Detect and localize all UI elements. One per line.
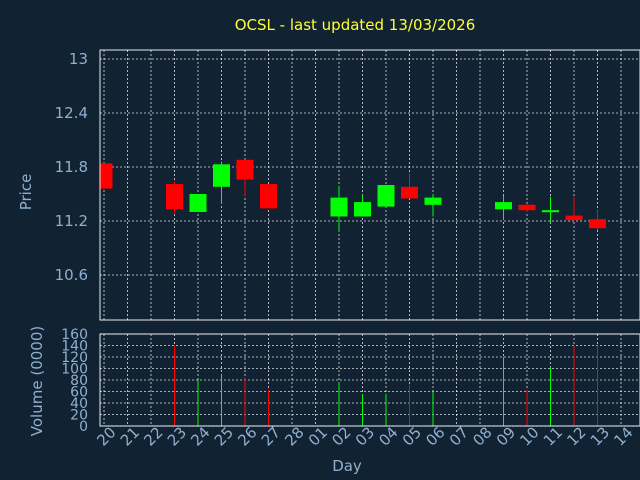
candle-body-up [330, 197, 348, 217]
x-axis-label: Day [332, 457, 362, 475]
candle-body-up [424, 197, 442, 205]
price-gridlines [100, 50, 640, 320]
price-tick-label: 11.2 [55, 212, 88, 230]
candle-body-up [495, 202, 512, 210]
candle-body-down [166, 184, 183, 210]
candle-body-up [213, 164, 230, 187]
price-tick-label: 12.4 [55, 104, 88, 122]
price-panel: 13 12.4 11.8 11.2 10.6 Price [17, 49, 640, 321]
candle-body-up [189, 194, 207, 212]
volume-tick-label: 0 [79, 419, 88, 435]
volume-bars [174, 345, 598, 426]
volume-tick-label: 160 [61, 327, 88, 343]
candle-body-down [100, 163, 113, 189]
candle-body-down [518, 204, 536, 211]
x-axis-tick-labels: 2021222324252627280102030405060708091011… [93, 423, 636, 449]
volume-tick-label: 140 [61, 339, 88, 355]
candle-body-down [260, 184, 277, 209]
chart-title: OCSL - last updated 13/03/2026 [235, 16, 476, 34]
price-plot-frame [99, 49, 640, 321]
price-tick-label: 10.6 [55, 266, 88, 284]
volume-tick-label: 40 [70, 396, 88, 412]
candle-body-down [401, 186, 418, 199]
volume-tick-label: 20 [70, 408, 88, 424]
price-candles [100, 159, 606, 232]
candle-body-down [236, 159, 254, 180]
candle-body-down [589, 219, 606, 229]
volume-tick-label: 60 [70, 385, 88, 401]
price-tick-label: 13 [69, 50, 88, 68]
volume-tick-label: 100 [61, 362, 88, 378]
volume-tick-label: 80 [70, 373, 88, 389]
volume-plot-frame [99, 333, 640, 427]
price-axis-label: Price [17, 174, 35, 211]
candle-body-up [542, 210, 559, 213]
candle-body-up [377, 185, 395, 207]
volume-axis-label: Volume (0000) [28, 326, 46, 436]
candle-body-up [354, 202, 371, 217]
volume-tick-label: 120 [61, 350, 88, 366]
candle-body-down [565, 215, 583, 221]
price-tick-labels: 13 12.4 11.8 11.2 10.6 [55, 50, 88, 284]
price-tick-label: 11.8 [55, 158, 88, 176]
